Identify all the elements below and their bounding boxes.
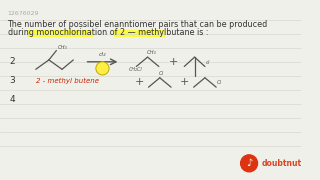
Text: +: +	[169, 57, 179, 67]
Text: 2: 2	[9, 57, 15, 66]
Text: cl: cl	[206, 60, 210, 65]
Text: CH₃: CH₃	[57, 45, 67, 50]
Text: 12676029: 12676029	[7, 11, 39, 16]
Text: The number of possibel enanntiomer pairs that can be produced: The number of possibel enanntiomer pairs…	[7, 19, 268, 28]
Text: Cl: Cl	[159, 71, 164, 76]
Text: +: +	[180, 77, 189, 87]
Text: +: +	[134, 77, 144, 87]
Text: 2 - methyl butene: 2 - methyl butene	[36, 78, 99, 84]
Text: CH₃: CH₃	[147, 50, 156, 55]
Circle shape	[241, 155, 258, 172]
Text: ♪: ♪	[246, 158, 252, 168]
Circle shape	[96, 62, 109, 75]
FancyBboxPatch shape	[27, 30, 93, 37]
Text: cl₂: cl₂	[99, 52, 106, 57]
Text: during monochlorination of 2 — methylbutane is :: during monochlorination of 2 — methylbut…	[7, 28, 208, 37]
Text: 3: 3	[9, 76, 15, 85]
Text: CH₂Cl: CH₂Cl	[129, 68, 142, 72]
Text: 4: 4	[9, 95, 15, 104]
Text: doubtnut: doubtnut	[261, 159, 301, 168]
FancyBboxPatch shape	[114, 30, 165, 37]
Text: Cl: Cl	[217, 80, 222, 85]
